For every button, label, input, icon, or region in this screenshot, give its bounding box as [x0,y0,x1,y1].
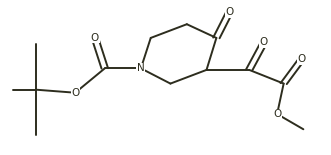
Text: O: O [260,38,268,47]
Text: O: O [225,7,234,17]
Text: O: O [91,33,99,43]
Text: O: O [273,109,281,119]
Text: O: O [71,88,79,98]
Text: N: N [137,63,145,73]
Text: O: O [298,54,306,64]
